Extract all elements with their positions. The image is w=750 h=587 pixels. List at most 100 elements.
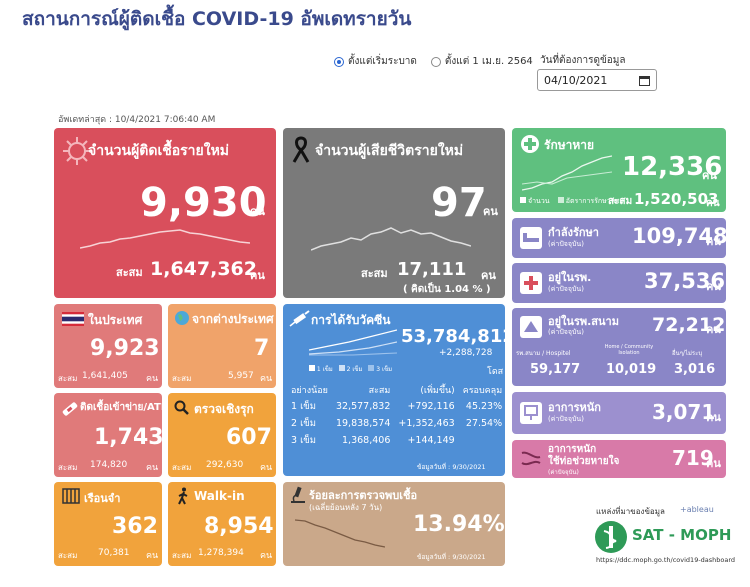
date-range-filter[interactable]: ตั้งแต่เริ่มระบาด ตั้งแต่ 1 เม.ย. 2564 — [334, 54, 533, 69]
imported-cum-value: 5,957 — [228, 371, 254, 381]
proactive-value: 607 — [226, 425, 272, 450]
field-hospital-unit: คน — [706, 323, 721, 336]
new-deaths-cum-label: สะสม — [361, 267, 388, 280]
walking-person-icon — [178, 487, 188, 505]
recovered-card: รักษาหาย 12,336 คน จำนวน อัตราการรักษาหา… — [512, 128, 726, 212]
vaccine-label: การได้รับวัคซีน — [311, 313, 391, 327]
jail-label: เรือนจำ — [84, 492, 121, 505]
imported-card: จากต่างประเทศ 7 สะสม 5,957 คน — [168, 304, 276, 388]
last-updated: อัพเดทล่าสุด : 10/4/2021 7:06:40 AM — [58, 115, 216, 125]
ventilator-icon — [521, 451, 541, 466]
jail-cum-value: 70,381 — [98, 548, 130, 558]
jail-icon — [62, 488, 80, 504]
severe-unit: คน — [706, 411, 721, 424]
table-row: 3 เข็ม 1,368,406 +144,149 — [291, 435, 455, 446]
positive-rate-value: 13.94% — [413, 512, 505, 537]
source-url-link[interactable]: https://ddc.moph.go.th/covid19-dashboard — [596, 556, 736, 564]
imported-label: จากต่างประเทศ — [192, 312, 274, 326]
globe-icon — [175, 311, 189, 325]
thai-flag-icon — [62, 312, 84, 326]
ventilator-card: อาการหนัก ใช้ท่อช่วยหายใจ (ค่าปัจจุบัน) … — [512, 440, 726, 478]
proactive-label: ตรวจเชิงรุก — [194, 402, 254, 416]
vaccine-total: 53,784,812 — [401, 326, 505, 347]
proactive-card: ตรวจเชิงรุก 607 สะสม 292,630 คน — [168, 393, 276, 477]
ventilator-label: อาการหนัก — [548, 444, 597, 455]
source-label: แหล่งที่มาของข้อมูล — [596, 507, 665, 516]
ribbon-icon — [292, 136, 310, 163]
radio-since-april[interactable]: ตั้งแต่ 1 เม.ย. 2564 — [430, 54, 533, 69]
new-deaths-cum-value: 17,111 — [397, 259, 467, 280]
domestic-label: ในประเทศ — [88, 313, 143, 327]
field-hospital-col3-label: อื่นๆ/ไม่ระบุ — [672, 350, 703, 357]
recovered-label: รักษาหาย — [544, 138, 595, 152]
vaccine-footnote: ข้อมูลวันที่ : 9/30/2021 — [417, 463, 486, 471]
severe-sub: (ค่าปัจจุบัน) — [548, 415, 584, 423]
date-label: วันที่ต้องการดูข้อมูล — [540, 55, 626, 66]
new-deaths-label: จำนวนผู้เสียชีวิตรายใหม่ — [315, 143, 464, 159]
in-hospital-sub: (ค่าปัจจุบัน) — [548, 285, 584, 293]
moph-logo-icon — [595, 521, 627, 553]
domestic-value: 9,923 — [90, 336, 160, 361]
severe-label: อาการหนัก — [548, 401, 601, 414]
microscope-icon — [291, 486, 305, 503]
walkin-card: Walk-in 8,954 สะสม 1,278,394 คน — [168, 482, 276, 566]
table-row: 1 เข็ม 32,577,832 +792,116 45.23% — [291, 401, 503, 412]
field-hospital-value: 72,212 — [652, 314, 726, 336]
test-kit-icon — [62, 402, 78, 416]
recovered-sparkline — [522, 155, 612, 191]
medical-cross-icon — [521, 135, 539, 153]
virus-icon — [63, 137, 91, 165]
positive-rate-sub: (เฉลี่ยย้อนหลัง 7 วัน) — [309, 503, 383, 512]
new-cases-cum-unit: คน — [250, 269, 265, 282]
field-hospital-col2-value: 10,019 — [606, 362, 657, 377]
in-hospital-label: อยู่ในรพ. — [548, 271, 592, 284]
vaccine-table-header: อย่างน้อย สะสม (เพิ่มขึ้น) ครอบคลุม — [291, 386, 503, 396]
field-hospital-label: อยู่ในรพ.สนาม — [548, 315, 619, 328]
atk-cum-unit: คน — [146, 463, 159, 473]
positive-rate-label: ร้อยละการตรวจพบเชื้อ — [309, 489, 418, 502]
new-cases-cum-label: สะสม — [116, 266, 143, 279]
ventilator-sub: (ค่าปัจจุบัน) — [548, 469, 579, 476]
field-hospital-col1-value: 59,177 — [530, 362, 581, 377]
new-deaths-value: 97 — [431, 180, 487, 226]
radio-off-icon[interactable] — [430, 56, 441, 67]
jail-cum-unit: คน — [146, 551, 159, 561]
patient-monitor-icon — [520, 402, 542, 424]
atk-cum-label: สะสม — [58, 463, 78, 472]
severe-card: อาการหนัก (ค่าปัจจุบัน) 3,071 คน — [512, 392, 726, 434]
radio-since-outbreak[interactable]: ตั้งแต่เริ่มระบาด — [334, 54, 417, 69]
imported-cum-unit: คน — [260, 374, 273, 384]
recovered-cum-unit: คน — [706, 198, 720, 209]
vaccine-card: การได้รับวัคซีน 53,784,812 +2,288,728 โด… — [283, 304, 505, 476]
new-cases-cum-value: 1,647,362 — [150, 258, 257, 280]
sat-moph-logo: SAT - MOPH — [632, 526, 732, 544]
vaccine-table: อย่างน้อย สะสม (เพิ่มขึ้น) ครอบคลุม 1 เข… — [287, 382, 505, 449]
walkin-cum-unit: คน — [260, 551, 273, 561]
recovered-unit: คน — [702, 169, 717, 182]
jail-card: เรือนจำ 362 สะสม 70,381 คน — [54, 482, 162, 566]
in-treatment-label: กำลังรักษา — [548, 226, 599, 239]
domestic-cum-unit: คน — [146, 374, 159, 384]
radio-on-icon[interactable] — [334, 56, 344, 67]
domestic-card: ในประเทศ 9,923 สะสม 1,641,405 คน — [54, 304, 162, 388]
positive-rate-footnote: ข้อมูลวันที่ : 9/30/2021 — [417, 553, 486, 561]
proactive-cum-value: 292,630 — [206, 460, 244, 470]
date-input[interactable]: 04/10/2021 — [537, 69, 657, 91]
proactive-cum-unit: คน — [260, 463, 273, 473]
syringe-icon — [289, 310, 310, 327]
field-hospital-icon — [520, 316, 542, 338]
jail-value: 362 — [112, 514, 158, 539]
vaccine-added: +2,288,728 — [439, 348, 493, 358]
walkin-value: 8,954 — [204, 514, 274, 539]
field-hospital-col1-label: รพ.สนาม / Hospitel — [516, 350, 571, 357]
severe-value: 3,071 — [652, 400, 716, 424]
domestic-cum-value: 1,641,405 — [82, 371, 128, 381]
new-cases-unit: คน — [250, 205, 265, 218]
recovered-cum-label: สะสม — [608, 196, 633, 207]
new-cases-card: จำนวนผู้ติดเชื้อรายใหม่ 9,930 คน สะสม 1,… — [54, 128, 276, 298]
calendar-icon[interactable] — [639, 75, 650, 86]
new-deaths-cum-unit: คน — [481, 269, 496, 282]
new-cases-sparkline — [80, 229, 250, 249]
atk-card: ติดเชื้อเข้าข่าย/ATK 1,743 สะสม 174,820 … — [54, 393, 162, 477]
field-hospital-sub: (ค่าปัจจุบัน) — [548, 328, 584, 336]
